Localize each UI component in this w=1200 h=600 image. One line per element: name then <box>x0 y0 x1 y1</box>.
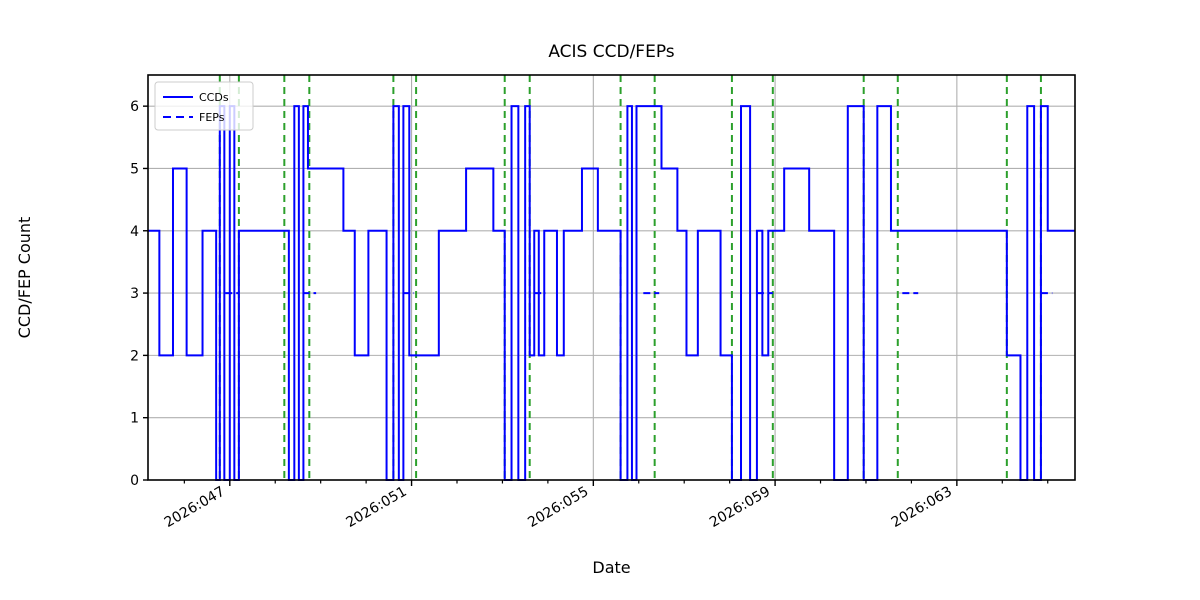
chart-title: ACIS CCD/FEPs <box>548 42 674 62</box>
y-tick-label: 0 <box>130 473 139 489</box>
legend-label-feps: FEPs <box>199 111 225 124</box>
y-tick-label: 1 <box>130 411 139 427</box>
x-tick-label: 2026:059 <box>707 484 773 531</box>
y-tick-label: 6 <box>130 99 139 115</box>
plot-area <box>148 75 1075 480</box>
x-tick-label: 2026:051 <box>343 484 409 531</box>
y-axis-label: CCD/FEP Count <box>15 217 34 339</box>
y-tick-label: 4 <box>130 224 139 240</box>
ccd-trace <box>148 105 1075 481</box>
x-tick-label: 2026:055 <box>525 484 591 531</box>
y-tick-label: 2 <box>130 348 139 364</box>
axes-frame <box>147 74 1076 481</box>
x-tick-label: 2026:047 <box>162 484 228 531</box>
x-axis-label: Date <box>592 558 630 577</box>
x-tick-label: 2026:063 <box>889 484 955 531</box>
y-tick-label: 3 <box>130 286 139 302</box>
legend-label-ccds: CCDs <box>199 91 229 104</box>
y-tick-label: 5 <box>130 161 139 177</box>
